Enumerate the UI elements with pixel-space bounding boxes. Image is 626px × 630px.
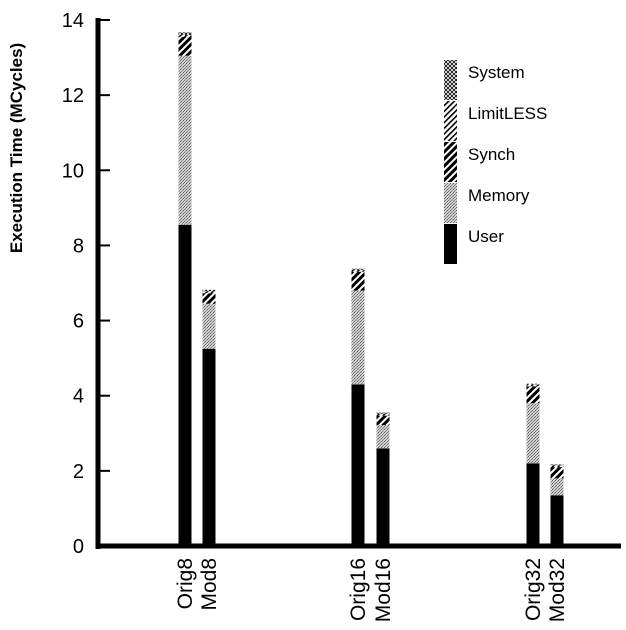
bar-segment-user-mod8 [202, 348, 216, 546]
bar-segment-limitless-orig16 [351, 269, 365, 272]
bar-segment-user-orig32 [526, 463, 540, 546]
bar-segment-memory-orig8 [178, 55, 192, 225]
category-label-mod16: Mod16 [372, 558, 395, 622]
bar-segment-synch-mod32 [550, 467, 564, 479]
bar-segment-limitless-orig8 [178, 35, 192, 37]
y-axis-label: Execution Time (MCycles) [7, 43, 26, 253]
category-labels: Orig8 Mod8 Orig16 Mod16 Orig32 Mod32 [174, 558, 569, 622]
bar-segment-limitless-mod32 [550, 465, 564, 468]
y-axis: 0 2 4 6 8 10 12 14 [62, 10, 110, 558]
bar-segment-system-mod8 [202, 289, 216, 292]
legend-swatch-limitless [444, 101, 457, 141]
bar-segment-system-mod32 [550, 464, 564, 466]
bar-segment-system-mod16 [376, 412, 390, 414]
category-label-mod8: Mod8 [198, 558, 221, 611]
bar-segment-system-orig16 [351, 268, 365, 270]
y-tick-label: 12 [62, 85, 84, 107]
bar-segment-memory-mod16 [376, 425, 390, 449]
legend-swatch-user [444, 224, 457, 264]
legend-label-system: System [468, 63, 525, 82]
legend-label-memory: Memory [468, 186, 530, 205]
bar-segment-synch-orig16 [351, 271, 365, 291]
bar-segment-limitless-mod8 [202, 291, 216, 294]
bar-segment-memory-mod32 [550, 478, 564, 496]
y-tick-label: 2 [73, 461, 84, 483]
y-tick-label: 10 [62, 160, 84, 182]
category-label-orig16: Orig16 [347, 558, 370, 621]
bar-segment-limitless-orig32 [526, 384, 540, 387]
bar-segment-memory-mod8 [202, 303, 216, 349]
bar-segment-synch-orig8 [178, 36, 192, 56]
bars [178, 32, 564, 546]
legend-label-synch: Synch [468, 145, 515, 164]
legend-swatch-synch [444, 142, 457, 182]
bar-segment-synch-orig32 [526, 386, 540, 404]
y-tick-label: 6 [73, 311, 84, 333]
bar-segment-limitless-mod16 [376, 413, 390, 416]
category-label-mod32: Mod32 [546, 558, 569, 622]
bar-segment-synch-mod16 [376, 415, 390, 426]
legend-label-user: User [468, 227, 504, 246]
y-tick-label: 8 [73, 235, 84, 257]
bar-segment-synch-mod8 [202, 293, 216, 304]
bar-segment-user-orig16 [351, 384, 365, 546]
legend-label-limitless: LimitLESS [468, 104, 547, 123]
category-label-orig8: Orig8 [174, 558, 197, 609]
legend-swatch-system [444, 60, 457, 100]
bar-segment-system-orig32 [526, 383, 540, 385]
y-tick-label: 0 [73, 536, 84, 558]
bar-segment-system-orig8 [178, 32, 192, 36]
legend: System LimitLESS Synch Memory User [444, 60, 547, 264]
bar-segment-user-mod16 [376, 448, 390, 546]
y-tick-label: 14 [62, 10, 84, 32]
legend-swatch-memory [444, 183, 457, 223]
bar-segment-user-mod32 [550, 495, 564, 546]
y-tick-label: 4 [73, 386, 84, 408]
bar-segment-user-orig8 [178, 224, 192, 546]
bar-segment-memory-orig32 [526, 403, 540, 464]
bar-segment-memory-orig16 [351, 290, 365, 385]
category-label-orig32: Orig32 [522, 558, 545, 621]
